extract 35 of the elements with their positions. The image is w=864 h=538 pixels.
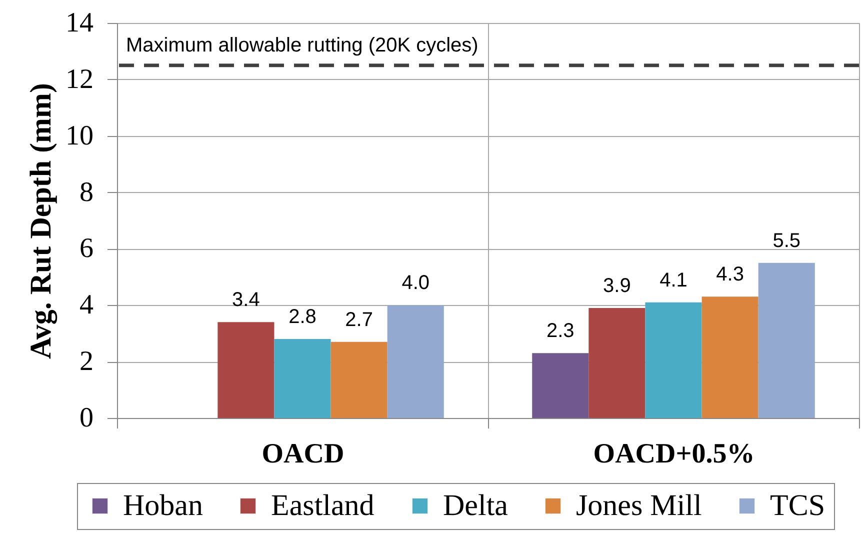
data-label: 2.3	[546, 320, 574, 342]
y-axis-title: Avg. Rut Depth (mm)	[24, 82, 58, 360]
data-label: 3.9	[603, 274, 631, 297]
bar	[645, 302, 702, 418]
legend-label: Delta	[443, 489, 508, 522]
y-tick-label: 12	[66, 64, 94, 95]
data-label: 4.0	[402, 272, 430, 294]
bar	[588, 308, 646, 418]
y-tick-label: 0	[80, 402, 94, 434]
bar	[330, 342, 388, 418]
y-tick-label: 2	[80, 346, 94, 378]
legend-label: Hoban	[123, 489, 203, 522]
bar	[702, 296, 758, 418]
data-label: 4.3	[716, 264, 744, 286]
data-label: 3.4	[232, 289, 260, 312]
legend-label: Eastland	[271, 489, 374, 522]
x-tick-label: OACD	[262, 438, 344, 470]
bar	[758, 262, 815, 418]
data-label: 5.5	[772, 230, 801, 252]
data-label: 4.1	[660, 269, 688, 292]
ref-line-label: Maximum allowable rutting (20K cycles)	[126, 34, 478, 56]
legend-label: TCS	[770, 489, 826, 522]
bar	[274, 339, 331, 418]
y-tick-label: 6	[80, 233, 94, 264]
bar	[532, 353, 589, 418]
data-label: 2.8	[288, 306, 316, 328]
y-tick-label: 14	[66, 8, 94, 38]
data-label: 2.7	[345, 308, 373, 331]
x-tick-label: OACD+0.5%	[593, 438, 755, 470]
bar	[387, 305, 444, 418]
y-tick-label: 8	[80, 176, 94, 208]
y-tick-label: 4	[80, 290, 94, 321]
legend-label: Jones Mill	[576, 489, 702, 522]
y-tick-label: 10	[66, 120, 94, 152]
bar	[218, 322, 274, 418]
